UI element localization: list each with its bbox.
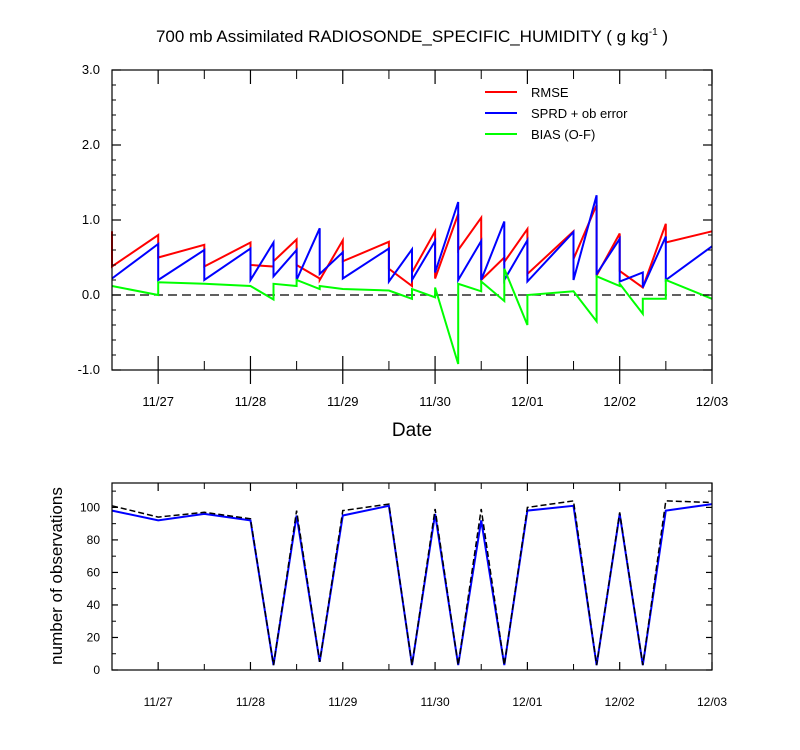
bottom-panel: 0 20 40 60 80 100 11/27 11/28 11/29 11/30 12/01 12/…: [47, 482, 727, 709]
bottom-y-tick-label: 60: [87, 565, 101, 579]
top-panel: 700 mb Assimilated RADIOSONDE_SPECIFIC_H…: [78, 27, 729, 441]
legend-label-bias-o-f: BIAS (O-F): [531, 127, 595, 142]
top-x-tick-label: 12/03: [696, 394, 729, 409]
bottom-y-tick-label: 80: [87, 533, 101, 547]
top-y-tick-label: -1.0: [78, 362, 100, 377]
legend: RMSE SPRD + ob error BIAS (O-F): [485, 85, 628, 142]
chart-title-end: ): [658, 27, 668, 46]
bottom-series-total-observations: [111, 500, 713, 666]
bottom-y-tick-label: 20: [87, 630, 101, 644]
top-plot-frame: [111, 69, 713, 371]
top-x-tick-label: 12/01: [511, 394, 544, 409]
bottom-tick-layer: 0 20 40 60 80 100 11/27 11/28 11/29 11/30 12/01 12/…: [80, 483, 727, 709]
bottom-y-tick-label: 40: [87, 598, 101, 612]
x-axis-label: Date: [392, 420, 432, 441]
bottom-x-tick-label: 12/03: [697, 695, 727, 709]
top-x-tick-label: 12/02: [603, 394, 636, 409]
top-x-tick-label: 11/30: [419, 394, 451, 409]
top-x-tick-label: 11/27: [142, 394, 174, 409]
bottom-x-tick-label: 11/30: [421, 695, 450, 709]
legend-label-sprd-ob-error: SPRD + ob error: [531, 106, 628, 121]
bottom-x-tick-label: 11/27: [144, 695, 173, 709]
bottom-y-tick-label: 100: [80, 500, 100, 514]
chart-title-main: 700 mb Assimilated RADIOSONDE_SPECIFIC_H…: [156, 27, 649, 46]
top-series-bias-o-f: [111, 268, 713, 365]
top-series-sprd-ob-error: [111, 195, 713, 288]
top-y-tick-label: 3.0: [82, 62, 100, 77]
legend-label-rmse: RMSE: [531, 85, 569, 100]
top-tick-layer: -1.0 0.0 1.0 2.0 3.0 11/27 11/28 11/29 11/30 12/0…: [78, 62, 729, 409]
y-axis-label: number of observations: [47, 487, 66, 665]
top-series-layer: [111, 195, 713, 365]
chart-title-unit-exponent: -1: [649, 27, 658, 38]
bottom-plot-frame: [111, 482, 713, 671]
top-y-tick-label: 0.0: [82, 287, 100, 302]
chart-title: 700 mb Assimilated RADIOSONDE_SPECIFIC_H…: [156, 27, 668, 46]
bottom-x-tick-label: 11/29: [328, 695, 357, 709]
bottom-x-tick-label: 12/01: [512, 695, 542, 709]
bottom-x-tick-label: 12/02: [605, 695, 635, 709]
top-x-tick-label: 11/28: [235, 394, 267, 409]
bottom-y-tick-label: 0: [93, 663, 100, 677]
top-y-tick-label: 1.0: [82, 212, 100, 227]
bottom-x-tick-label: 11/28: [236, 695, 265, 709]
bottom-series-layer: [111, 500, 713, 666]
top-x-tick-label: 11/29: [327, 394, 359, 409]
top-y-tick-label: 2.0: [82, 137, 100, 152]
